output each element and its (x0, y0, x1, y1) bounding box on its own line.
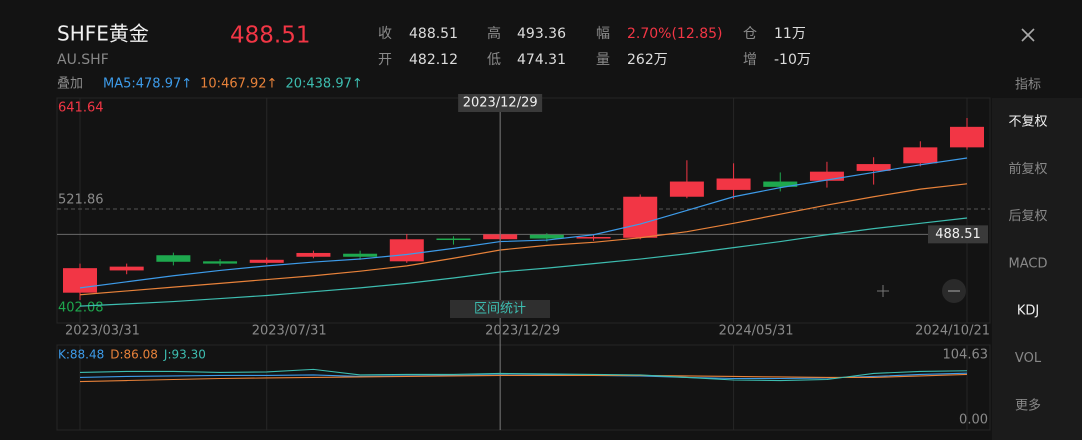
ma-line (79, 183, 968, 296)
min-price-label: 402.08 (58, 301, 104, 316)
candle-body (436, 238, 471, 241)
stat-value: 474.31 (517, 52, 566, 68)
menu-item[interactable]: KDJ (1017, 304, 1039, 319)
stat-value: 2.70%(12.85) (627, 26, 722, 42)
stat-value: 488.51 (409, 26, 458, 42)
indicator-line (79, 373, 968, 383)
menu-title[interactable]: 指标 (1015, 78, 1041, 93)
candle-body (109, 266, 144, 271)
indicator-legend: D:86.08 (110, 348, 158, 362)
overlay-label: 叠加 (57, 77, 83, 92)
stat-label: 量 (596, 52, 610, 68)
candle-body (203, 261, 238, 264)
x-tick-label: 2023/12/29 (485, 324, 560, 339)
close-icon (1021, 28, 1035, 42)
x-tick-label: 2024/05/31 (719, 324, 794, 339)
ma-legend: 20:438.97↑ (285, 77, 362, 92)
stat-value: 493.36 (517, 26, 566, 42)
menu-item[interactable]: 更多 (1015, 397, 1041, 413)
stat-value: -10万 (774, 52, 811, 68)
candle-body (669, 181, 704, 197)
side-menu-panel (992, 98, 1082, 440)
instrument-title: SHFE黄金 (57, 22, 149, 46)
candle-body (576, 237, 611, 239)
stat-label: 开 (378, 52, 392, 68)
candle-body (156, 255, 191, 262)
ma-line (79, 157, 968, 289)
x-tick-label: 2023/03/31 (65, 324, 140, 339)
candle-body (343, 253, 378, 257)
candle-body (623, 196, 658, 238)
zoom-out-button[interactable] (942, 279, 966, 303)
y-tick-label: 521.86 (58, 193, 104, 208)
candle-body (249, 259, 284, 263)
candle-body (389, 239, 424, 262)
menu-item[interactable]: MACD (1009, 256, 1048, 271)
stat-value: 482.12 (409, 52, 458, 68)
menu-item[interactable]: 不复权 (1008, 114, 1047, 130)
stat-value: 262万 (627, 52, 668, 68)
stat-label: 幅 (596, 26, 610, 42)
instrument-code: AU.SHF (57, 52, 109, 68)
candle-body (763, 181, 798, 187)
candle-body (856, 164, 891, 171)
zoom-in-button[interactable] (877, 285, 889, 297)
crosshair-date: 2023/12/29 (463, 96, 538, 111)
crosshair-date-tag (458, 94, 543, 112)
price-line-label: 488.51 (935, 227, 981, 242)
candle-body (950, 126, 984, 148)
candle-body (716, 178, 751, 190)
menu-item[interactable]: VOL (1015, 351, 1042, 366)
ma-line (79, 217, 968, 307)
indicator-pane-frame (56, 344, 991, 431)
range-stats-button[interactable] (450, 300, 550, 318)
candle-body (529, 234, 564, 239)
indicator-legend: J:93.30 (163, 348, 206, 362)
candle-body (903, 147, 938, 164)
stat-label: 增 (743, 52, 757, 68)
price-line-tag (928, 225, 988, 244)
stat-value: 11万 (774, 26, 806, 42)
indicator-legend: K:88.48 (58, 348, 104, 362)
candle-body (63, 268, 97, 293)
ma-legend: 10:467.92↑ (200, 77, 277, 92)
indicator-tick-label: 104.63 (943, 348, 989, 363)
candle-body (809, 171, 844, 181)
candle-body (296, 252, 331, 257)
ma-legend: MA5:478.97↑ (103, 77, 192, 92)
stat-label: 低 (487, 52, 501, 68)
menu-item[interactable]: 后复权 (1008, 208, 1047, 224)
indicator-tick-label: 0.00 (959, 413, 988, 428)
stat-label: 高 (487, 25, 501, 42)
range-stats-label[interactable]: 区间统计 (474, 302, 526, 317)
stat-label: 收 (378, 26, 392, 42)
menu-item[interactable]: 前复权 (1008, 161, 1047, 177)
last-price: 488.51 (230, 23, 310, 49)
indicator-line (79, 368, 968, 382)
close-button[interactable] (1021, 28, 1035, 42)
max-price-label: 641.64 (58, 101, 104, 116)
x-tick-label: 2023/07/31 (252, 324, 327, 339)
stat-label: 仓 (743, 26, 757, 42)
x-tick-label: 2024/10/21 (915, 324, 990, 339)
